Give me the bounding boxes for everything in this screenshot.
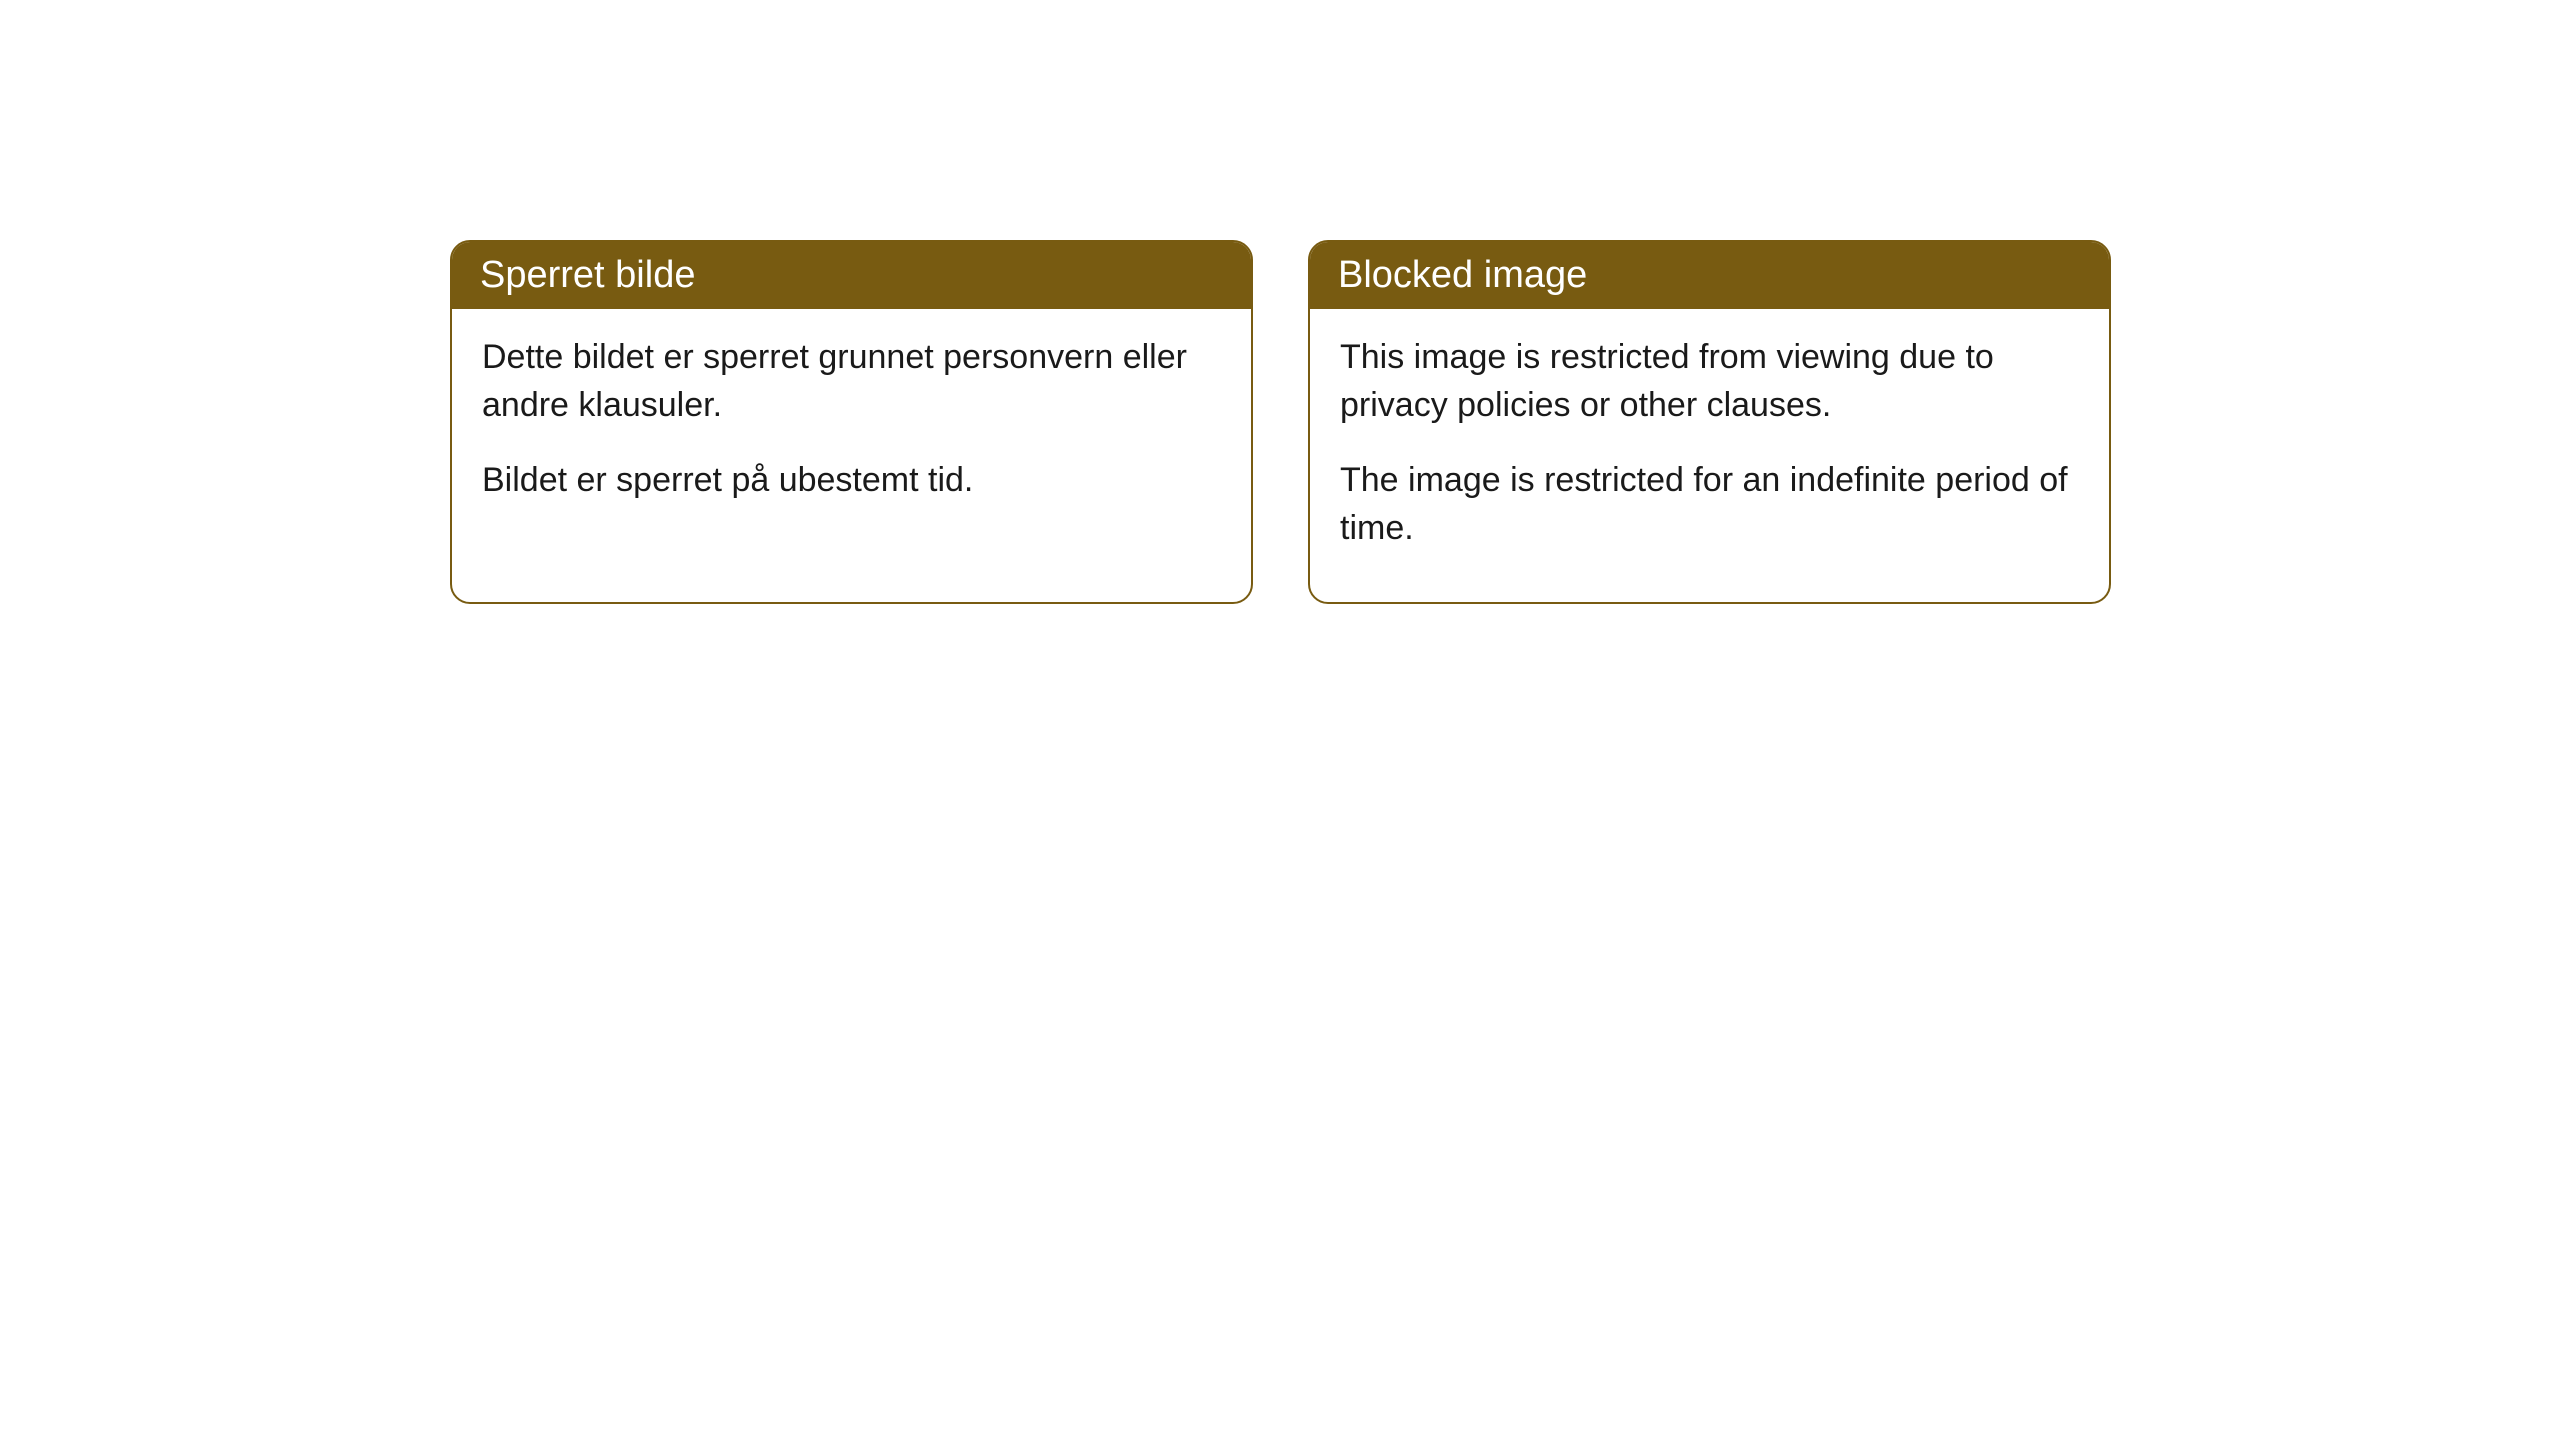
card-title: Sperret bilde: [480, 254, 695, 296]
notice-cards-container: Sperret bilde Dette bildet er sperret gr…: [450, 240, 2560, 604]
card-title: Blocked image: [1338, 254, 1587, 296]
card-body-norwegian: Dette bildet er sperret grunnet personve…: [452, 309, 1251, 555]
blocked-image-card-norwegian: Sperret bilde Dette bildet er sperret gr…: [450, 240, 1253, 604]
blocked-image-card-english: Blocked image This image is restricted f…: [1308, 240, 2111, 604]
card-paragraph: Dette bildet er sperret grunnet personve…: [482, 334, 1221, 429]
card-body-english: This image is restricted from viewing du…: [1310, 309, 2109, 602]
card-header-english: Blocked image: [1310, 242, 2109, 309]
card-paragraph: Bildet er sperret på ubestemt tid.: [482, 457, 1221, 505]
card-paragraph: This image is restricted from viewing du…: [1340, 334, 2079, 429]
card-header-norwegian: Sperret bilde: [452, 242, 1251, 309]
card-paragraph: The image is restricted for an indefinit…: [1340, 457, 2079, 552]
